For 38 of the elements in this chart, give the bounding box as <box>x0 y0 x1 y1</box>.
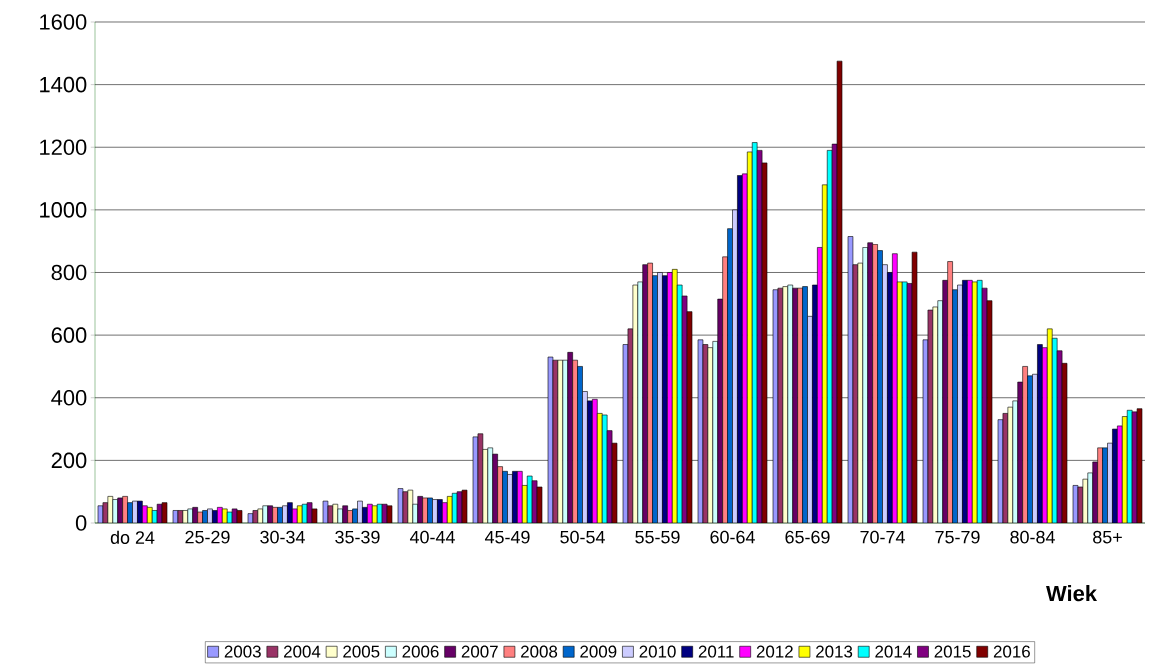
x-tick-label: 35-39 <box>335 530 380 544</box>
legend-label: 2013 <box>816 645 853 658</box>
y-tick-label: 1000 <box>40 202 87 218</box>
y-tick-label: 1200 <box>40 139 87 156</box>
legend-label: 2010 <box>639 645 676 658</box>
y-tick-label: 1600 <box>40 14 87 30</box>
legend-label: 2005 <box>343 645 380 658</box>
legend-label: 2014 <box>875 645 912 658</box>
x-tick-label: 60-64 <box>710 530 755 544</box>
legend-label: 2004 <box>284 645 321 658</box>
legend-label: 2015 <box>934 645 971 658</box>
y-tick-label: 600 <box>51 327 87 343</box>
x-tick-label: 70-74 <box>860 530 905 544</box>
x-tick-label: 65-69 <box>785 530 830 544</box>
y-tick-label: 0 <box>75 515 87 531</box>
legend-label: 2006 <box>402 645 439 658</box>
legend-label: 2007 <box>461 645 498 658</box>
y-tick-label: 1400 <box>40 76 87 93</box>
y-tick-label: 200 <box>51 452 87 469</box>
x-tick-label: 80-84 <box>1010 530 1055 544</box>
y-tick-label: 400 <box>51 389 87 406</box>
x-tick-label: 55-59 <box>635 530 680 544</box>
x-tick-label: 50-54 <box>560 530 605 544</box>
legend-label: 2009 <box>580 645 617 658</box>
x-tick-label: 75-79 <box>935 530 980 544</box>
x-tick-label: 85+ <box>1093 530 1122 544</box>
legend-label: 2011 <box>698 645 734 658</box>
x-tick-label: 45-49 <box>484 530 530 544</box>
x-tick-label: 30-34 <box>260 530 305 544</box>
x-axis-title: Wiek <box>1046 585 1098 602</box>
x-tick-label: 40-44 <box>409 530 455 544</box>
legend-label: 2016 <box>993 645 1030 658</box>
legend-label: 2008 <box>521 645 558 658</box>
legend-label: 2003 <box>224 645 261 658</box>
legend-label: 2012 <box>756 645 793 658</box>
x-tick-label: do 24 <box>110 530 155 544</box>
y-tick-label: 800 <box>51 264 87 281</box>
x-tick-label: 25-29 <box>185 530 230 544</box>
